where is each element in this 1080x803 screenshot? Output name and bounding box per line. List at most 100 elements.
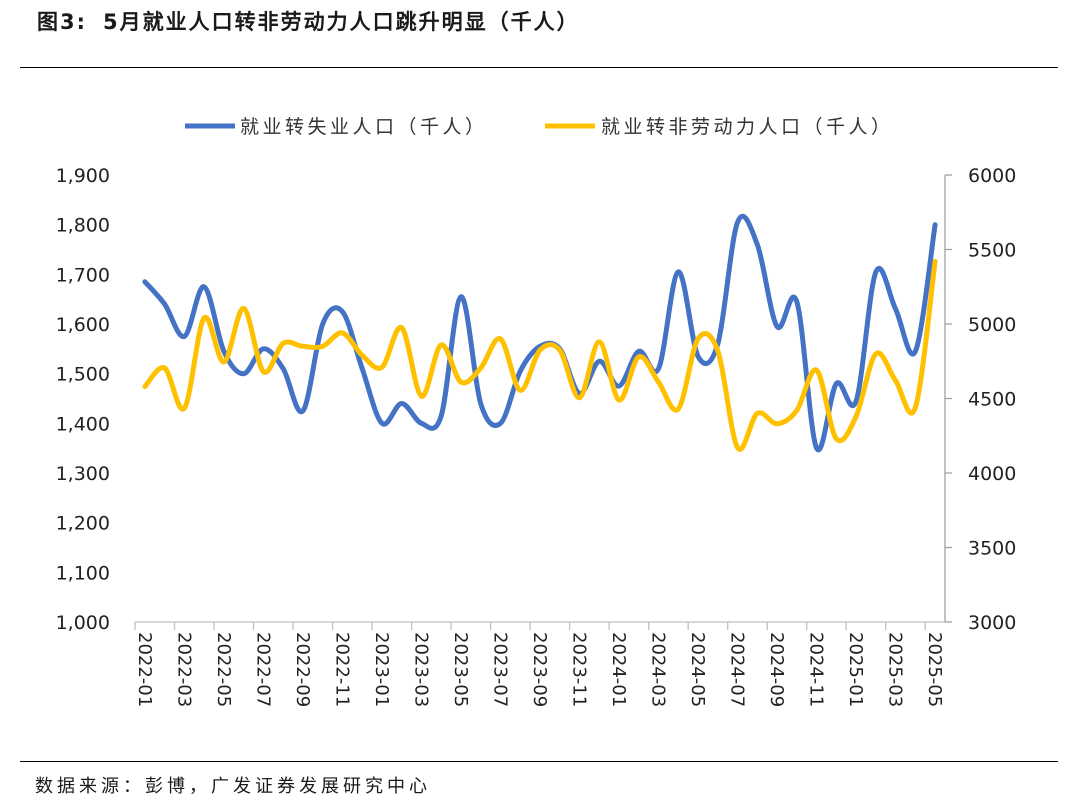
data-point-employment-to-not-in-labor-force-2023-10: [557, 348, 562, 353]
data-point-employment-to-unemployment-2022-02: [162, 302, 167, 307]
data-point-employment-to-unemployment-2022-08: [281, 366, 286, 371]
data-point-employment-to-unemployment-2022-03: [182, 334, 187, 339]
data-point-employment-to-unemployment-2022-06: [241, 371, 246, 376]
x-axis-tick-label: 2022-05: [213, 632, 234, 707]
top-divider: [20, 67, 1058, 68]
x-axis-tick-label: 2023-01: [371, 632, 392, 707]
data-point-employment-to-not-in-labor-force-2024-12: [834, 436, 839, 441]
data-point-employment-to-not-in-labor-force-2023-06: [478, 366, 483, 370]
data-point-employment-to-unemployment-2025-05: [933, 222, 938, 227]
data-point-employment-to-unemployment-2023-04: [439, 413, 444, 418]
data-point-employment-to-unemployment-2022-09: [300, 408, 305, 413]
data-point-employment-to-unemployment-2024-10: [794, 299, 799, 304]
series-employment-to-unemployment: [142, 213, 938, 453]
x-axis-tick-label: 2023-03: [411, 632, 432, 707]
x-axis-tick-label: 2023-09: [529, 632, 550, 707]
data-point-employment-to-not-in-labor-force-2024-01: [617, 398, 621, 402]
data-point-employment-to-not-in-labor-force-2023-09: [538, 348, 542, 353]
left-axis-tick-label: 1,200: [56, 513, 110, 535]
data-point-employment-to-unemployment-2024-07: [735, 220, 740, 225]
left-y-axis: 1,000 1,100 1,200 1,300 1,400 1,500 1,600 1,700…: [56, 165, 110, 634]
series-line-employment-to-unemployment: [142, 213, 938, 453]
x-axis-tick-label: 2023-07: [490, 632, 511, 707]
data-point-employment-to-unemployment-2025-04: [913, 349, 918, 354]
data-point-employment-to-not-in-labor-force-2025-02: [873, 351, 878, 356]
data-point-employment-to-not-in-labor-force-2022-05: [221, 360, 226, 364]
data-point-employment-to-unemployment-2022-04: [202, 284, 207, 289]
data-point-employment-to-unemployment-2025-01: [854, 399, 859, 403]
left-axis-tick-label: 1,100: [56, 562, 110, 584]
x-axis-tick-label: 2022-03: [173, 632, 194, 707]
x-axis-tick-label: 2023-05: [450, 632, 471, 707]
data-point-employment-to-unemployment-2022-11: [340, 309, 345, 314]
left-axis-tick-label: 1,800: [56, 215, 110, 237]
data-point-employment-to-not-in-labor-force-2022-02: [162, 366, 167, 370]
data-point-employment-to-unemployment-2022-07: [261, 346, 266, 351]
data-point-employment-to-not-in-labor-force-2023-12: [597, 339, 602, 344]
data-point-employment-to-unemployment-2024-04: [676, 269, 681, 274]
x-axis: 2022-01 2022-03 2022-05 2022-07 2022-09 2022-…: [134, 621, 945, 707]
data-point-employment-to-not-in-labor-force-2022-04: [202, 316, 207, 320]
data-point-employment-to-unemployment-2023-02: [399, 401, 404, 406]
data-point-employment-to-unemployment-2024-12: [834, 381, 839, 386]
data-point-employment-to-unemployment-2022-01: [142, 279, 147, 284]
data-point-employment-to-unemployment-2024-08: [755, 242, 760, 247]
data-point-employment-to-unemployment-2023-07: [498, 421, 503, 426]
figure-number: 图3:: [37, 10, 88, 34]
data-point-employment-to-not-in-labor-force-2024-08: [755, 411, 760, 416]
x-axis-tick-label: 2024-09: [766, 632, 787, 707]
data-point-employment-to-unemployment-2023-03: [419, 421, 424, 426]
data-point-employment-to-not-in-labor-force-2022-06: [241, 306, 246, 311]
data-point-employment-to-unemployment-2024-09: [775, 324, 780, 329]
data-point-employment-to-not-in-labor-force-2022-03: [182, 406, 187, 411]
data-point-employment-to-unemployment-2022-05: [221, 349, 226, 354]
data-point-employment-to-not-in-labor-force-2025-05: [933, 259, 938, 264]
x-axis-tick-label: 2022-11: [331, 632, 352, 707]
data-point-employment-to-not-in-labor-force-2022-07: [261, 369, 266, 374]
data-point-employment-to-not-in-labor-force-2024-09: [775, 421, 780, 426]
data-point-employment-to-unemployment-2023-12: [597, 359, 602, 364]
bottom-divider: [20, 761, 1058, 762]
legend: 就业转失业人口（千人） 就业转非劳动力人口（千人）: [185, 116, 894, 138]
data-point-employment-to-unemployment-2022-10: [320, 322, 325, 326]
x-axis-tick-label: 2025-03: [885, 632, 906, 707]
data-point-employment-to-not-in-labor-force-2023-03: [419, 394, 424, 399]
data-point-employment-to-unemployment-2024-05: [696, 354, 700, 359]
legend-label-employment-to-not-in-labor-force: 就业转非劳动力人口（千人）: [601, 116, 894, 138]
data-point-employment-to-not-in-labor-force-2025-03: [893, 378, 898, 383]
x-axis-tick-label: 2022-07: [252, 632, 273, 707]
right-axis-tick-label: 6000: [968, 165, 1016, 187]
series-employment-to-not-in-labor-force: [142, 258, 938, 452]
right-axis-tick-label: 4000: [968, 463, 1016, 485]
x-axis-tick-label: 2024-03: [648, 632, 669, 707]
data-point-employment-to-not-in-labor-force-2023-04: [439, 342, 444, 347]
data-point-employment-to-not-in-labor-force-2023-01: [380, 365, 384, 370]
data-point-employment-to-not-in-labor-force-2024-06: [715, 348, 720, 353]
right-axis-tick-label: 5500: [968, 240, 1016, 262]
data-point-employment-to-unemployment-2022-12: [360, 366, 365, 371]
legend-item-employment-to-not-in-labor-force: 就业转非劳动力人口（千人）: [545, 116, 894, 138]
data-point-employment-to-unemployment-2025-03: [893, 307, 898, 312]
data-point-employment-to-not-in-labor-force-2024-03: [656, 380, 661, 385]
left-axis-tick-label: 1,700: [56, 264, 110, 286]
plot-series: [142, 213, 938, 453]
x-axis-tick-label: 2024-01: [608, 632, 629, 707]
legend-label-employment-to-unemployment: 就业转失业人口（千人）: [240, 116, 488, 138]
data-point-employment-to-not-in-labor-force-2024-07: [735, 445, 740, 450]
x-axis-tick-label: 2025-01: [845, 632, 866, 707]
x-axis-tick-label: 2023-11: [569, 632, 590, 707]
right-axis-tick-label: 3500: [968, 538, 1016, 560]
data-point-employment-to-not-in-labor-force-2024-05: [696, 336, 700, 341]
right-axis-tick-label: 5000: [968, 314, 1016, 336]
data-point-employment-to-unemployment-2024-11: [814, 446, 819, 451]
right-axis-tick-label: 3000: [968, 612, 1016, 634]
data-point-employment-to-not-in-labor-force-2022-11: [340, 330, 345, 335]
series-line-employment-to-not-in-labor-force: [142, 258, 938, 452]
left-axis-tick-label: 1,000: [56, 612, 110, 634]
data-point-employment-to-not-in-labor-force-2024-02: [636, 354, 641, 359]
data-point-employment-to-not-in-labor-force-2023-07: [498, 336, 503, 341]
data-point-employment-to-not-in-labor-force-2025-04: [913, 405, 918, 410]
legend-item-employment-to-unemployment: 就业转失业人口（千人）: [185, 116, 488, 138]
x-axis-tick-label: 2024-07: [727, 632, 748, 707]
